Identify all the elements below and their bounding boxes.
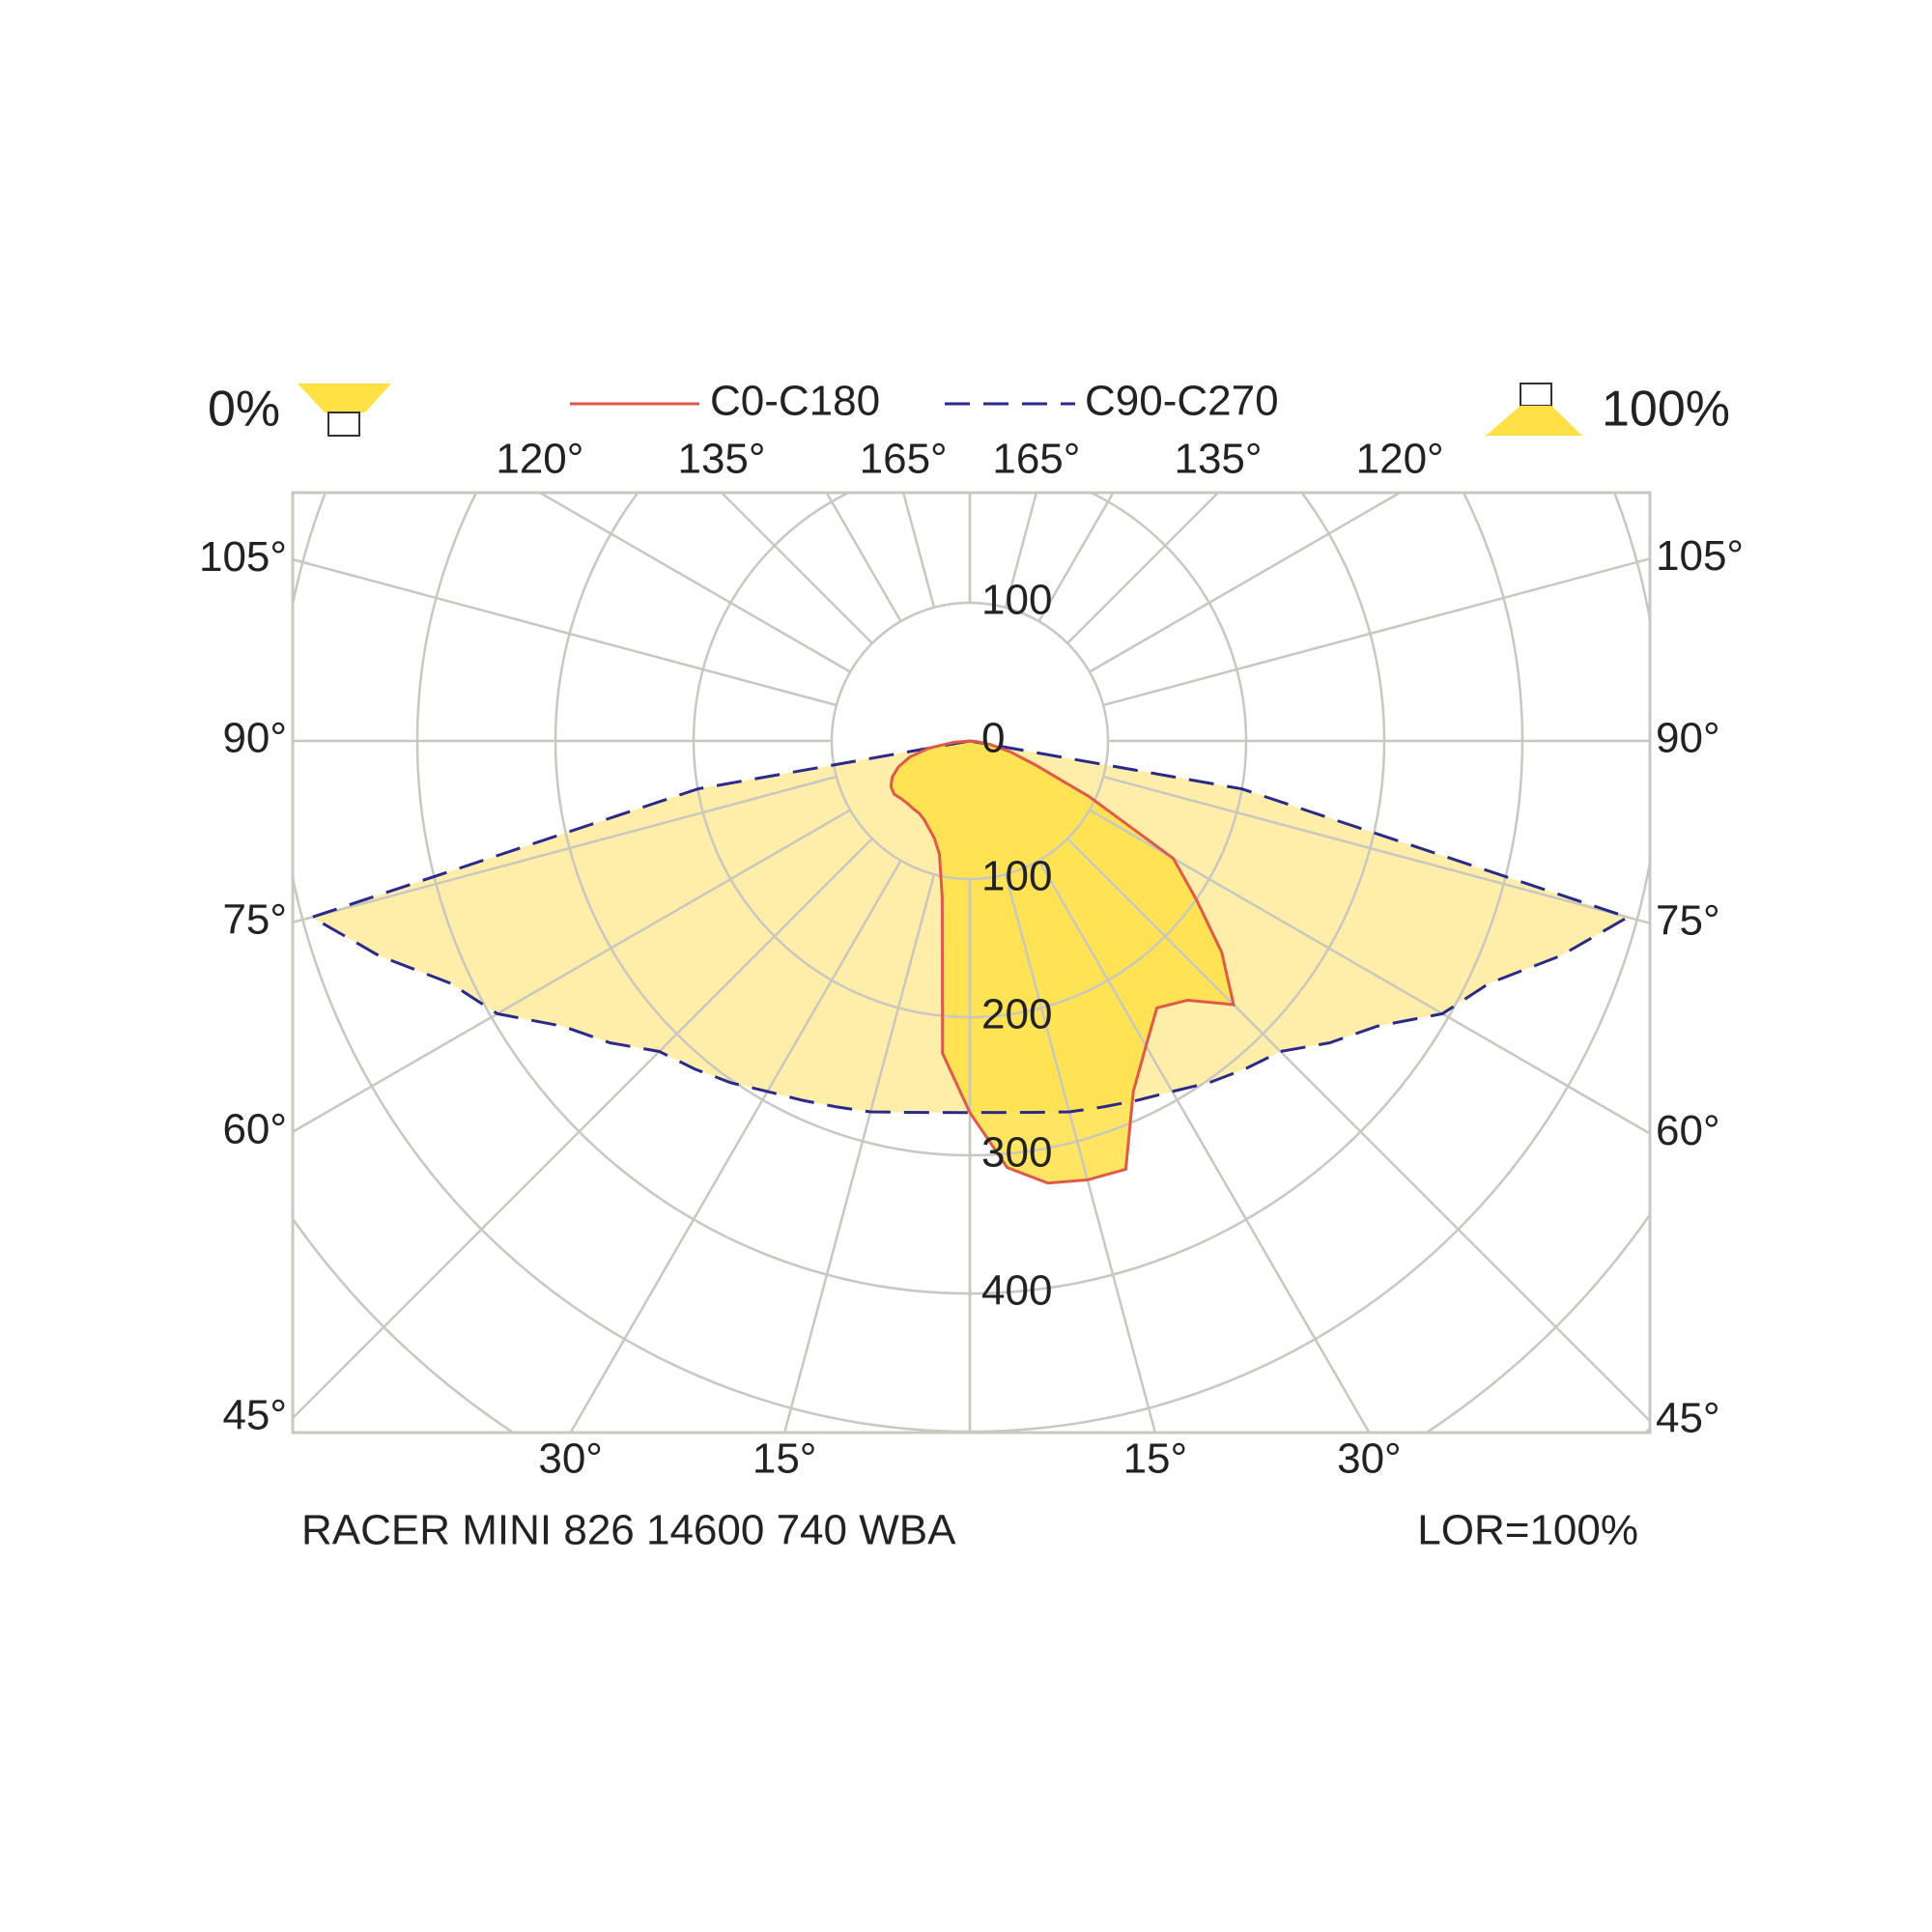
grid-spoke [825, 493, 902, 622]
plot-frame [291, 491, 1652, 1435]
downlight-icon [298, 384, 391, 412]
grid-spoke [293, 775, 838, 924]
grid-spoke [569, 860, 902, 1433]
angle-tick-label: 45° [222, 1392, 287, 1439]
angle-tick-label: 135° [1174, 436, 1262, 483]
angle-tick-label: 120° [496, 436, 583, 483]
angle-tick-label: 60° [1656, 1107, 1720, 1154]
angle-tick-label: 165° [860, 436, 948, 483]
r-tick-label: 0 [981, 715, 1005, 762]
caption: RACER MINI 826 14600 740 WBA [301, 1507, 956, 1554]
angle-tick-label: 120° [1356, 436, 1444, 483]
grid-spoke [782, 873, 936, 1433]
angle-tick-label: 15° [753, 1435, 817, 1483]
angle-tick-label: 90° [222, 715, 287, 762]
angle-tick-label: 15° [1123, 1435, 1188, 1483]
r-tick-label: 100 [981, 853, 1052, 900]
area [891, 741, 1234, 1183]
grid-spoke [293, 809, 851, 1134]
grid-spoke [1102, 557, 1650, 707]
uplight-icon-box [1520, 383, 1552, 407]
curve [889, 739, 1236, 1185]
downlight-icon-box [327, 412, 360, 437]
angle-tick-label: 60° [222, 1105, 287, 1152]
up-percent: 100% [1602, 382, 1730, 438]
grid-spoke [1004, 873, 1157, 1433]
label-layer: 0 100 200 300 400 100 15° 15° 30° 30° 45° 45° 60° 60°… [199, 378, 1744, 1483]
grid-spoke [537, 493, 851, 673]
grid-spoke [1037, 493, 1115, 622]
curve [308, 739, 1632, 1115]
down-percent: 0% [208, 382, 280, 438]
grid-spoke [720, 493, 873, 644]
angle-tick-label: 90° [1656, 715, 1720, 762]
grid-spoke [1037, 860, 1371, 1433]
grid-layer [293, 493, 1650, 1433]
lor: LOR=100% [1417, 1507, 1638, 1554]
angle-tick-label: 30° [1337, 1435, 1402, 1483]
angle-tick-label: 45° [1656, 1395, 1720, 1442]
legend-label: C90-C270 [1085, 378, 1279, 425]
line-layer [308, 739, 1632, 1185]
angle-tick-label: 105° [199, 533, 287, 581]
grid-spoke [1089, 809, 1650, 1135]
grid-spoke [1066, 838, 1650, 1423]
r-tick-label: 100 [981, 577, 1052, 624]
r-tick-label: 300 [981, 1129, 1052, 1177]
angle-tick-label: 30° [538, 1435, 603, 1483]
angle-tick-label: 105° [1656, 532, 1744, 580]
grid-spoke [1089, 493, 1403, 673]
r-tick-label: 400 [981, 1267, 1052, 1315]
grid-spoke [293, 838, 873, 1420]
r-tick-label: 200 [981, 991, 1052, 1038]
angle-tick-label: 135° [677, 436, 765, 483]
grid-spoke [1102, 775, 1650, 924]
grid-spoke [1066, 493, 1220, 644]
angle-tick-label: 75° [222, 895, 287, 943]
angle-tick-label: 75° [1656, 896, 1720, 944]
angle-tick-label: 165° [992, 436, 1080, 483]
legend-label: C0-C180 [710, 378, 880, 425]
uplight-icon [1486, 406, 1582, 436]
grid-spoke [293, 557, 838, 707]
